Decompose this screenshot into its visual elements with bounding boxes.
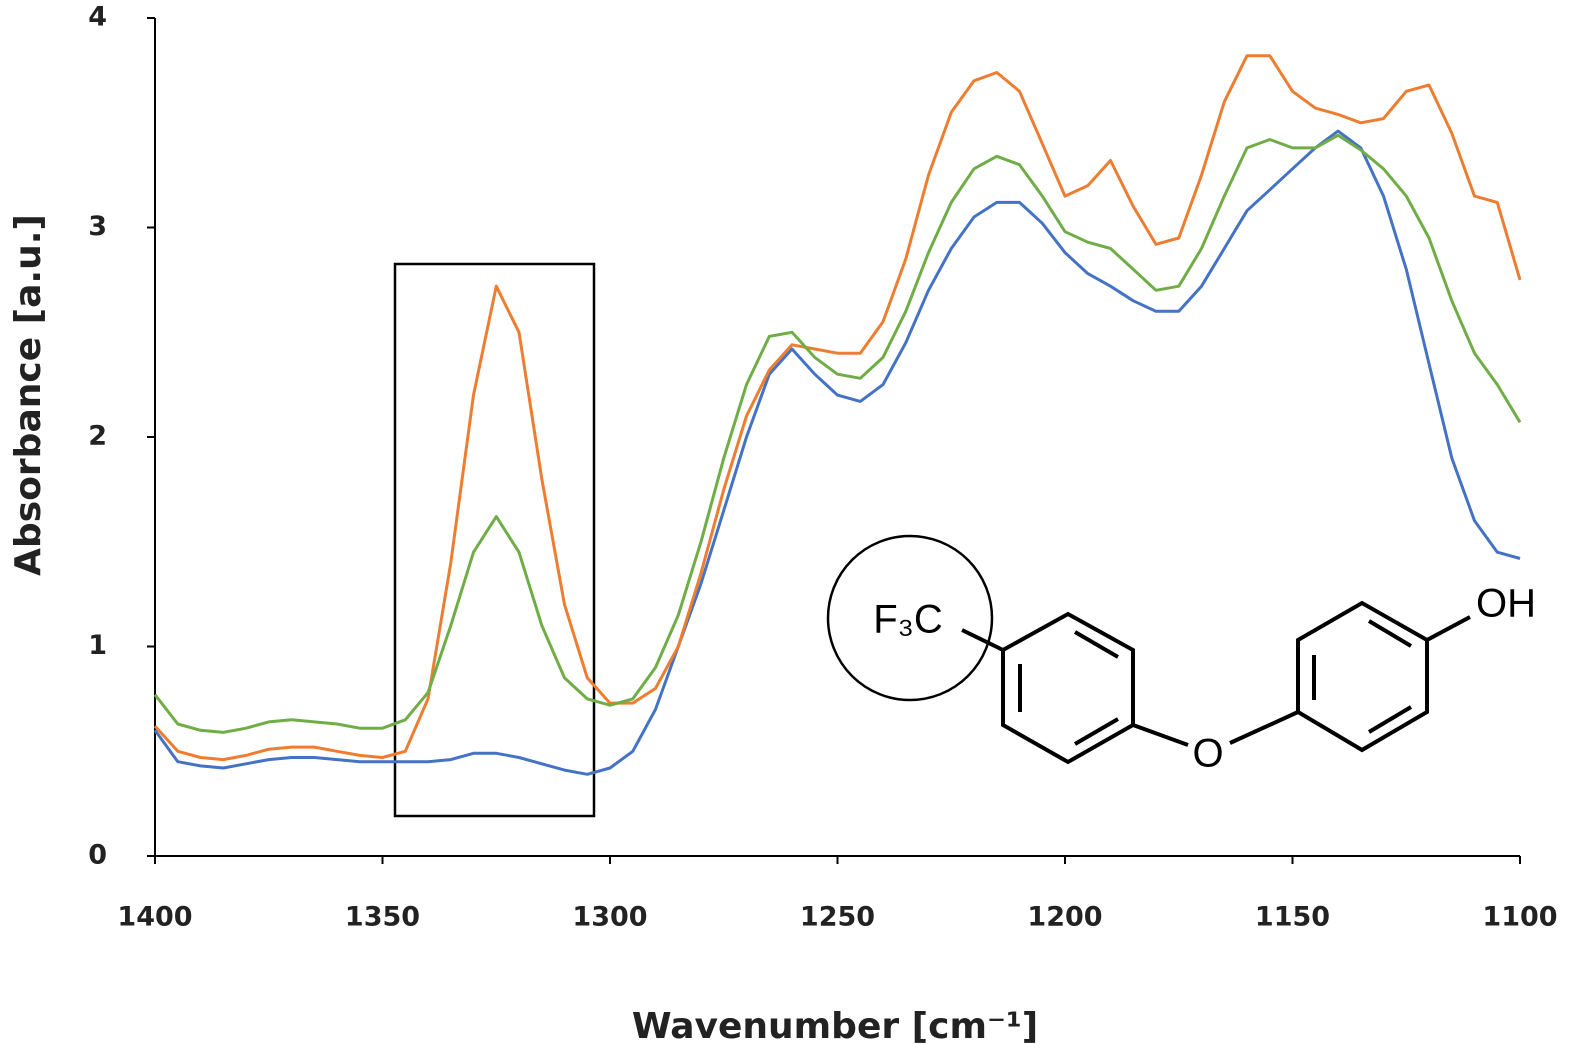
- group-label: F₃C: [873, 598, 943, 642]
- y-tick-label: 3: [88, 211, 107, 242]
- x-tick-label: 1150: [1255, 902, 1330, 933]
- x-axis-title: Wavenumber [cm⁻¹]: [632, 1006, 1038, 1044]
- hydroxyl-label: OH: [1476, 582, 1536, 626]
- molecule: [826, 534, 1471, 765]
- x-tick-label: 1200: [1027, 902, 1102, 933]
- series-line: [153, 133, 1522, 734]
- ether-label: O: [1192, 732, 1223, 776]
- y-tick-label: 0: [88, 840, 107, 871]
- x-tick-label: 1400: [117, 902, 192, 933]
- x-tick-label: 1350: [345, 902, 420, 933]
- y-tick-label: 1: [88, 630, 107, 661]
- y-tick-label: 2: [88, 421, 107, 452]
- series-line: [153, 54, 1522, 762]
- x-tick-label: 1300: [572, 902, 647, 933]
- x-tick-label: 1100: [1482, 902, 1557, 933]
- x-tick-label: 1250: [800, 902, 875, 933]
- y-tick-label: 4: [88, 2, 107, 33]
- y-axis-title: Absorbance [a.u.]: [8, 214, 49, 576]
- series-line: [153, 129, 1521, 776]
- highlight-box: [393, 262, 596, 818]
